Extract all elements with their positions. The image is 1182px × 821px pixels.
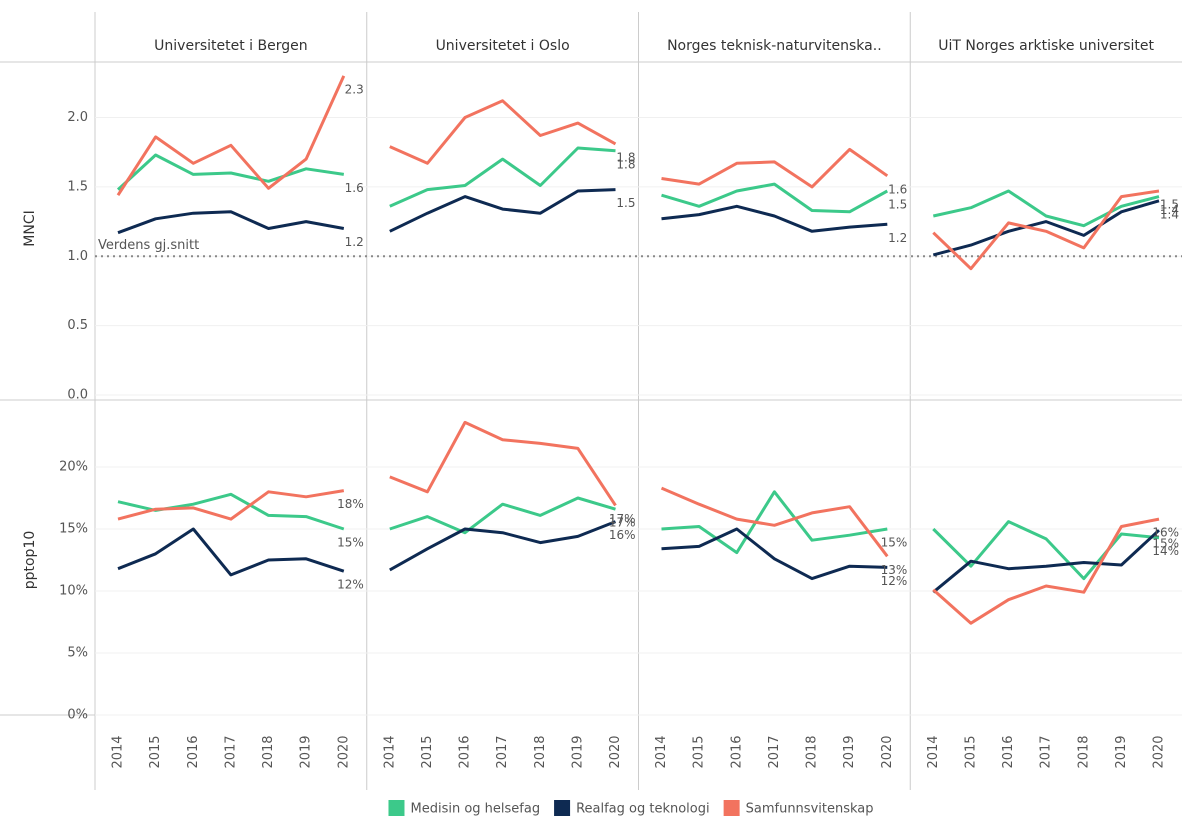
value-label: 1.8: [616, 150, 635, 164]
series-line: [661, 527, 888, 581]
value-label: 12%: [337, 578, 364, 592]
x-tick-label: 2016: [186, 735, 201, 768]
reference-label: Verdens gj.snitt: [98, 238, 199, 253]
value-label: 1.5: [888, 198, 907, 212]
series-line: [389, 496, 616, 535]
series-line: [661, 204, 888, 233]
y-axis-label: pptop10: [22, 531, 38, 590]
series-line: [389, 188, 616, 233]
legend-swatch: [723, 800, 740, 816]
x-tick-label: 2014: [111, 735, 126, 768]
x-tick-label: 2019: [842, 735, 857, 768]
series-line: [932, 520, 1160, 581]
y-tick-label: 15%: [59, 522, 88, 537]
y-tick-label: 1.5: [67, 179, 88, 194]
x-tick-label: 2016: [729, 735, 744, 768]
series-line: [389, 520, 617, 572]
x-tick-label: 2014: [654, 735, 669, 768]
x-tick-label: 2014: [926, 735, 941, 768]
legend-label: Realfag og teknologi: [576, 802, 710, 817]
x-tick-label: 2019: [570, 735, 585, 768]
x-tick-label: 2015: [692, 735, 707, 768]
value-label: 1.2: [345, 235, 364, 249]
y-tick-label: 5%: [67, 646, 88, 661]
x-tick-label: 2020: [608, 735, 623, 768]
y-tick-label: 1.0: [67, 249, 88, 264]
series-line: [389, 420, 617, 507]
value-label: 12%: [881, 574, 908, 588]
series-line: [389, 146, 616, 208]
x-tick-label: 2018: [533, 735, 548, 768]
x-tick-label: 2020: [336, 735, 351, 768]
series-line: [117, 210, 345, 235]
x-tick-label: 2017: [767, 735, 782, 768]
series-line: [389, 99, 617, 165]
value-label: 15%: [1152, 537, 1179, 551]
x-tick-label: 2014: [382, 735, 397, 768]
x-tick-label: 2019: [299, 735, 314, 768]
x-tick-label: 2015: [963, 735, 978, 768]
y-tick-label: 0.0: [67, 388, 88, 403]
series-line: [932, 189, 1160, 228]
series-line: [117, 527, 345, 577]
value-label: 18%: [337, 497, 364, 511]
value-label: 14%: [1152, 544, 1179, 558]
x-tick-label: 2019: [1114, 735, 1129, 768]
series-line: [116, 75, 346, 197]
legend-swatch: [554, 800, 571, 816]
column-header: Universitetet i Bergen: [154, 38, 307, 54]
series-line: [661, 490, 888, 555]
y-tick-label: 0%: [67, 708, 88, 723]
y-axis-label: MNCI: [22, 210, 38, 246]
value-label: 1.5: [616, 196, 635, 210]
y-tick-label: 20%: [59, 460, 88, 475]
value-label: 1.6: [345, 181, 364, 195]
value-label: 16%: [609, 528, 636, 542]
series-line: [660, 486, 889, 558]
column-header: UiT Norges arktiske universitet: [938, 38, 1154, 54]
series-line: [661, 182, 889, 214]
value-label: 17%: [609, 512, 636, 526]
y-tick-label: 2.0: [67, 110, 88, 125]
x-tick-label: 2018: [261, 735, 276, 768]
value-label: 1.2: [888, 231, 907, 245]
value-label: 1.8: [616, 157, 635, 171]
x-tick-label: 2020: [880, 735, 895, 768]
x-tick-label: 2015: [420, 735, 435, 768]
x-tick-label: 2017: [1039, 735, 1054, 768]
y-tick-label: 0.5: [67, 318, 88, 333]
legend-label: Medisin og helsefag: [410, 802, 540, 817]
value-label: 1.4: [1160, 203, 1179, 217]
value-label: 16%: [1152, 526, 1179, 540]
x-tick-label: 2017: [223, 735, 238, 768]
value-label: 1.4: [1160, 207, 1179, 221]
x-tick-label: 2016: [1001, 735, 1016, 768]
series-line: [116, 153, 345, 191]
y-tick-label: 10%: [59, 584, 88, 599]
legend-swatch: [388, 800, 405, 816]
value-label: 1.5: [1160, 198, 1179, 212]
series-line: [932, 517, 1160, 625]
x-tick-label: 2016: [458, 735, 473, 768]
legend-label: Samfunnsvitenskap: [746, 802, 874, 817]
x-tick-label: 2018: [1076, 735, 1091, 768]
column-header: Norges teknisk-naturvitenska..: [667, 38, 882, 54]
value-label: 2.3: [345, 82, 364, 96]
x-tick-label: 2015: [148, 735, 163, 768]
series-line: [661, 147, 889, 189]
value-label: 17%: [609, 516, 636, 530]
value-label: 15%: [881, 536, 908, 550]
column-header: Universitetet i Oslo: [436, 38, 570, 54]
x-tick-label: 2018: [805, 735, 820, 768]
series-line: [117, 489, 345, 521]
x-tick-label: 2020: [1152, 735, 1167, 768]
x-tick-label: 2017: [495, 735, 510, 768]
value-label: 1.6: [888, 182, 907, 196]
series-line: [932, 189, 1160, 271]
series-line: [932, 199, 1160, 257]
series-line: [932, 529, 1161, 594]
value-label: 15%: [337, 536, 364, 550]
value-label: 13%: [881, 563, 908, 577]
